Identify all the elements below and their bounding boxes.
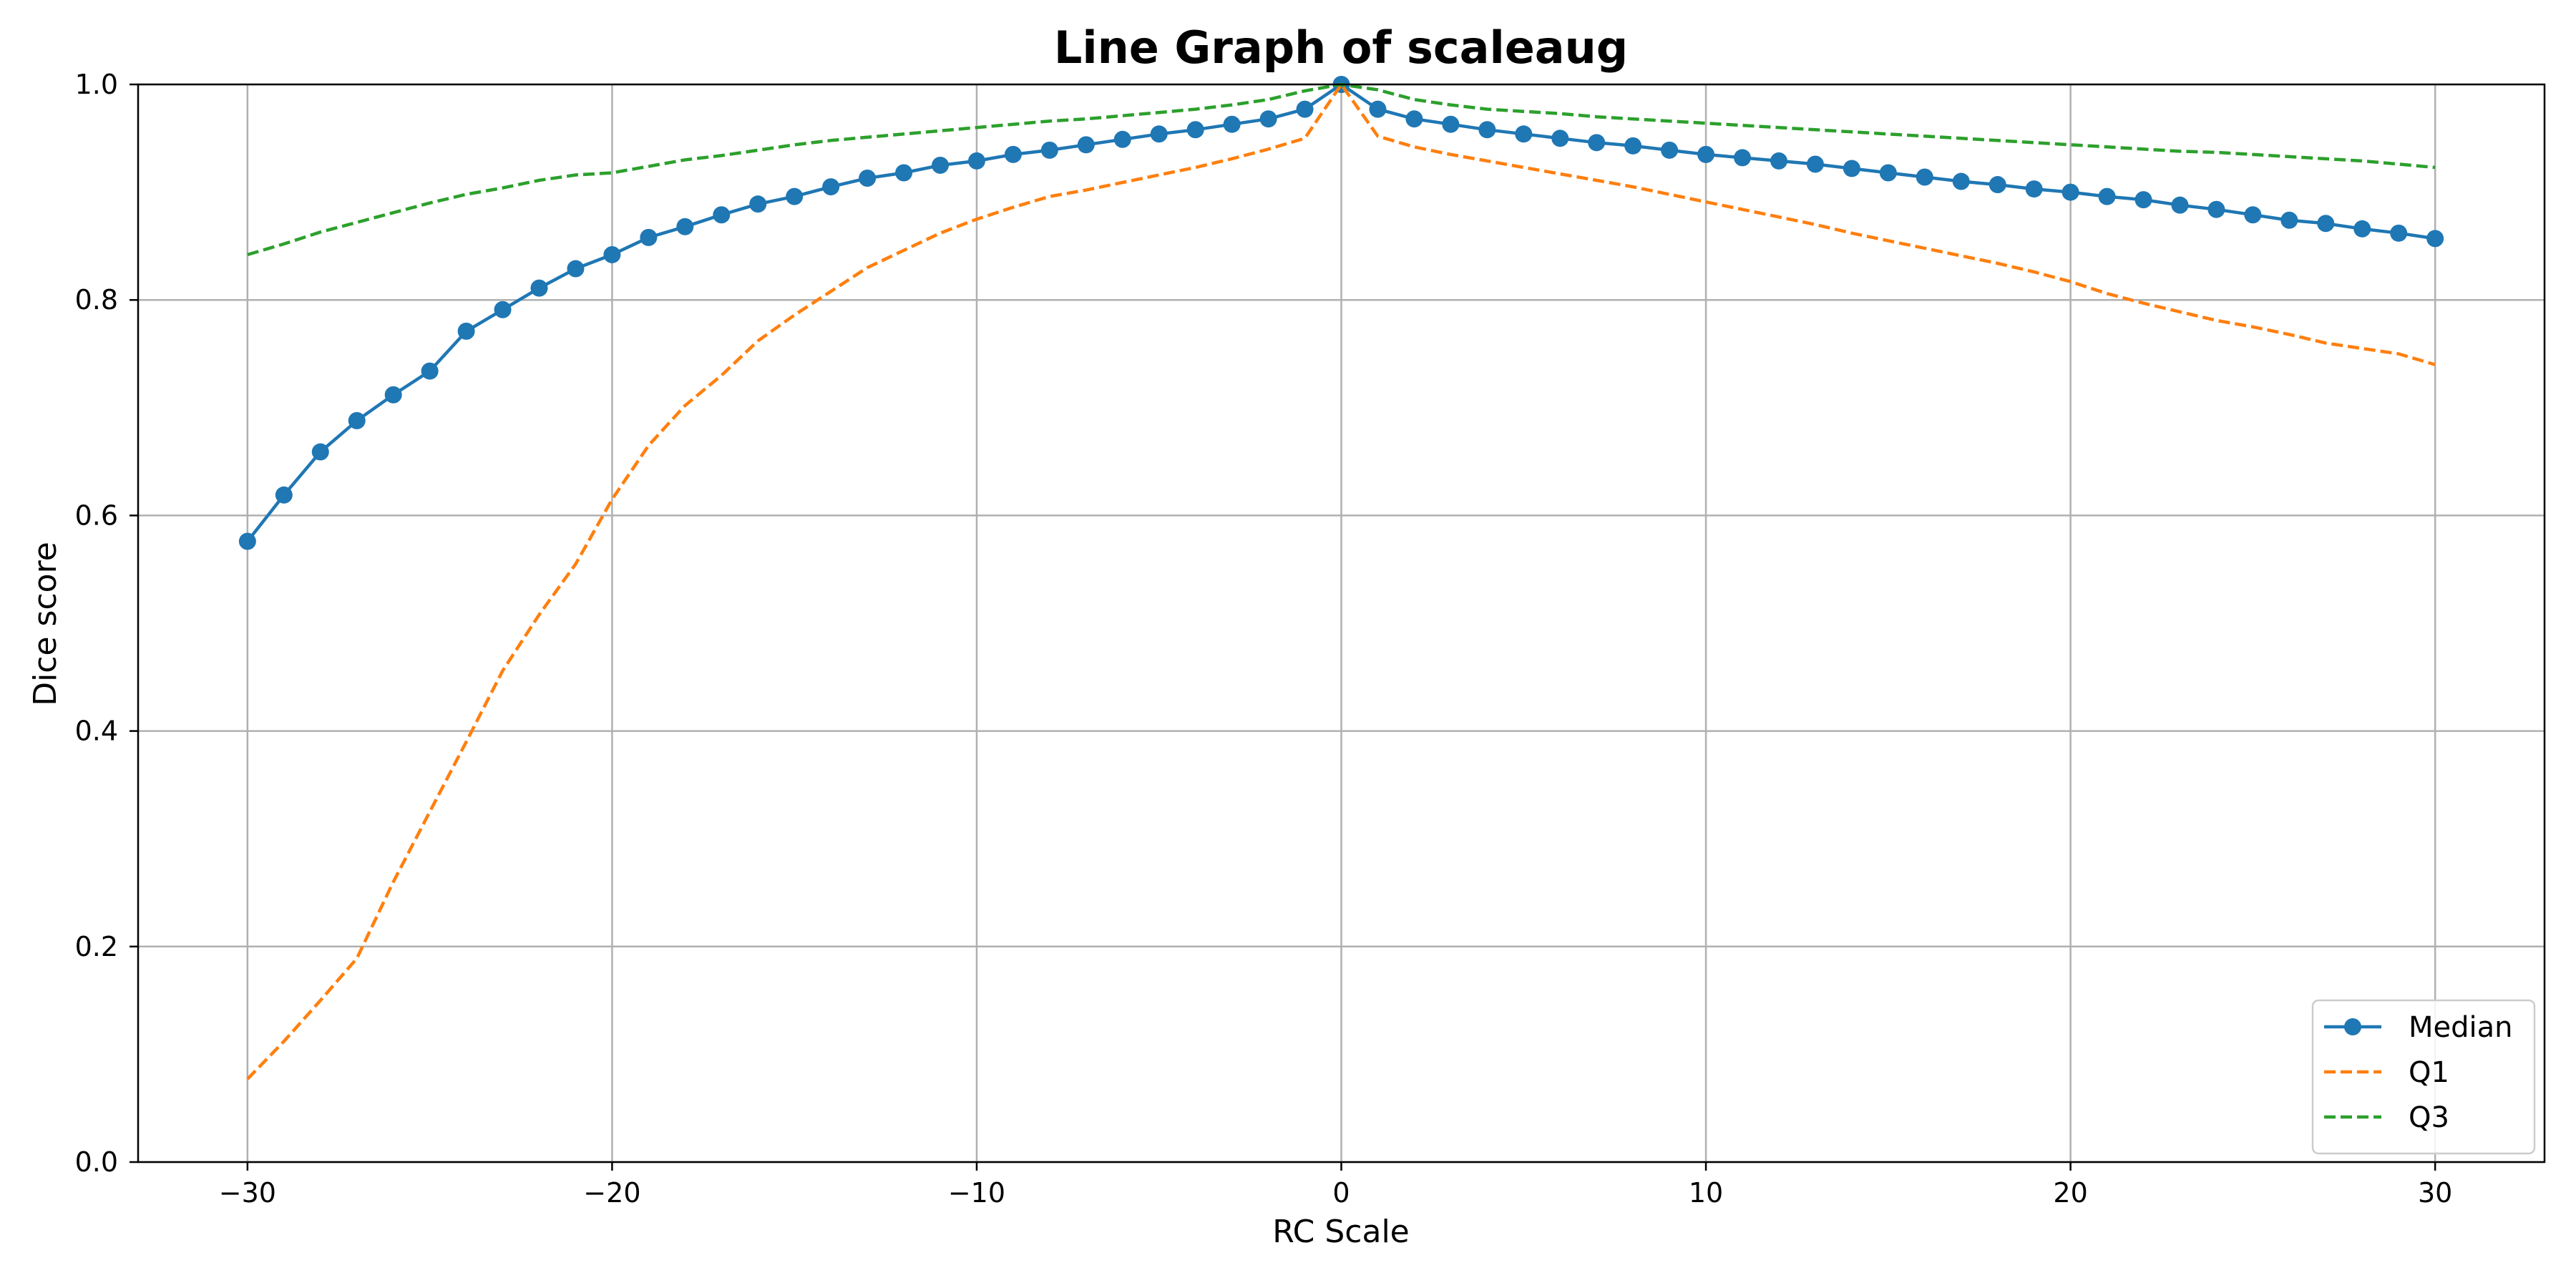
y-tick-label: 0.6 <box>75 499 118 531</box>
data-point-median <box>749 195 767 213</box>
legend-label-q1: Q1 <box>2409 1056 2449 1089</box>
y-tick-label: 0.0 <box>75 1146 118 1178</box>
data-point-median <box>421 362 439 380</box>
data-point-median <box>2025 180 2043 198</box>
data-point-median <box>238 532 256 550</box>
legend: Median Q1 Q3 <box>2311 999 2536 1155</box>
y-tick-label: 0.2 <box>75 931 118 962</box>
series-line-q1 <box>246 82 2436 1080</box>
data-point-median <box>1515 125 1533 143</box>
data-point-median <box>1697 145 1715 163</box>
data-point-median <box>1879 164 1897 182</box>
data-point-median <box>2207 200 2225 218</box>
data-point-median <box>713 206 731 224</box>
data-point-median <box>2135 191 2152 209</box>
data-point-median <box>457 322 475 340</box>
x-axis-label: RC Scale <box>1272 1214 1409 1250</box>
series-q1 <box>246 82 2436 1080</box>
chart-title: Line Graph of scaleaug <box>1054 21 1628 74</box>
data-point-median <box>1843 160 1860 177</box>
data-point-median <box>2280 211 2298 229</box>
x-tick-label: −30 <box>219 1177 276 1209</box>
data-point-median <box>494 301 512 318</box>
data-point-median <box>2353 220 2371 238</box>
data-point-median <box>2317 215 2335 233</box>
data-point-median <box>1405 110 1423 128</box>
data-point-median <box>1952 172 1970 190</box>
x-tick-label: 20 <box>2053 1177 2087 1209</box>
data-point-median <box>384 386 402 404</box>
legend-box <box>2311 999 2536 1155</box>
data-point-median <box>895 164 913 182</box>
data-point-median <box>2098 187 2116 205</box>
data-point-median <box>2244 206 2262 224</box>
data-point-median <box>2062 183 2079 201</box>
data-point-median <box>1223 115 1241 133</box>
data-point-median <box>1624 137 1642 155</box>
data-point-median <box>932 156 949 174</box>
data-point-median <box>786 187 804 205</box>
x-tick-label: −20 <box>583 1177 640 1209</box>
data-point-median <box>530 279 548 297</box>
data-point-median <box>1259 110 1277 128</box>
data-point-median <box>1369 100 1387 118</box>
data-point-median <box>1004 145 1022 163</box>
y-tick-label: 0.4 <box>75 716 118 747</box>
y-tick-label: 0.8 <box>75 284 118 316</box>
data-point-median <box>1296 100 1314 118</box>
y-tick-label: 1.0 <box>75 69 118 100</box>
legend-marker-median <box>2344 1018 2361 1035</box>
data-point-median <box>859 170 877 187</box>
data-point-median <box>1040 141 1058 159</box>
data-point-median <box>1770 152 1787 170</box>
data-point-median <box>1186 121 1204 139</box>
data-point-median <box>1989 176 2006 194</box>
data-point-median <box>1077 136 1095 154</box>
ticks: −30 −20 −10 0 10 20 30 0.0 0.2 0.4 0.6 0.8 1.0 <box>75 69 2453 1209</box>
data-point-median <box>676 218 694 235</box>
data-point-median <box>2390 224 2408 242</box>
data-point-median <box>2171 196 2189 214</box>
data-point-median <box>1916 168 1933 186</box>
legend-label-median: Median <box>2409 1011 2513 1044</box>
data-point-median <box>2426 230 2444 248</box>
x-tick-label: 0 <box>1332 1177 1350 1209</box>
data-point-median <box>1478 121 1496 139</box>
data-point-median <box>967 152 985 170</box>
x-tick-label: 10 <box>1689 1177 1723 1209</box>
data-point-median <box>567 260 585 278</box>
data-point-median <box>822 178 840 196</box>
data-point-median <box>603 245 621 263</box>
data-point-median <box>275 486 293 504</box>
data-point-median <box>1734 149 1751 167</box>
x-tick-label: −10 <box>948 1177 1005 1209</box>
data-point-median <box>1113 130 1131 148</box>
data-point-median <box>640 228 658 246</box>
y-axis-label: Dice score <box>27 542 64 706</box>
data-point-median <box>1588 134 1606 152</box>
legend-label-q3: Q3 <box>2409 1101 2449 1134</box>
data-point-median <box>348 411 366 429</box>
data-point-median <box>1551 130 1569 147</box>
data-point-median <box>1661 141 1679 159</box>
data-point-median <box>1806 155 1824 173</box>
data-point-median <box>311 443 329 461</box>
x-tick-label: 30 <box>2418 1177 2452 1209</box>
data-point-median <box>1442 115 1460 133</box>
data-point-median <box>1150 125 1168 143</box>
